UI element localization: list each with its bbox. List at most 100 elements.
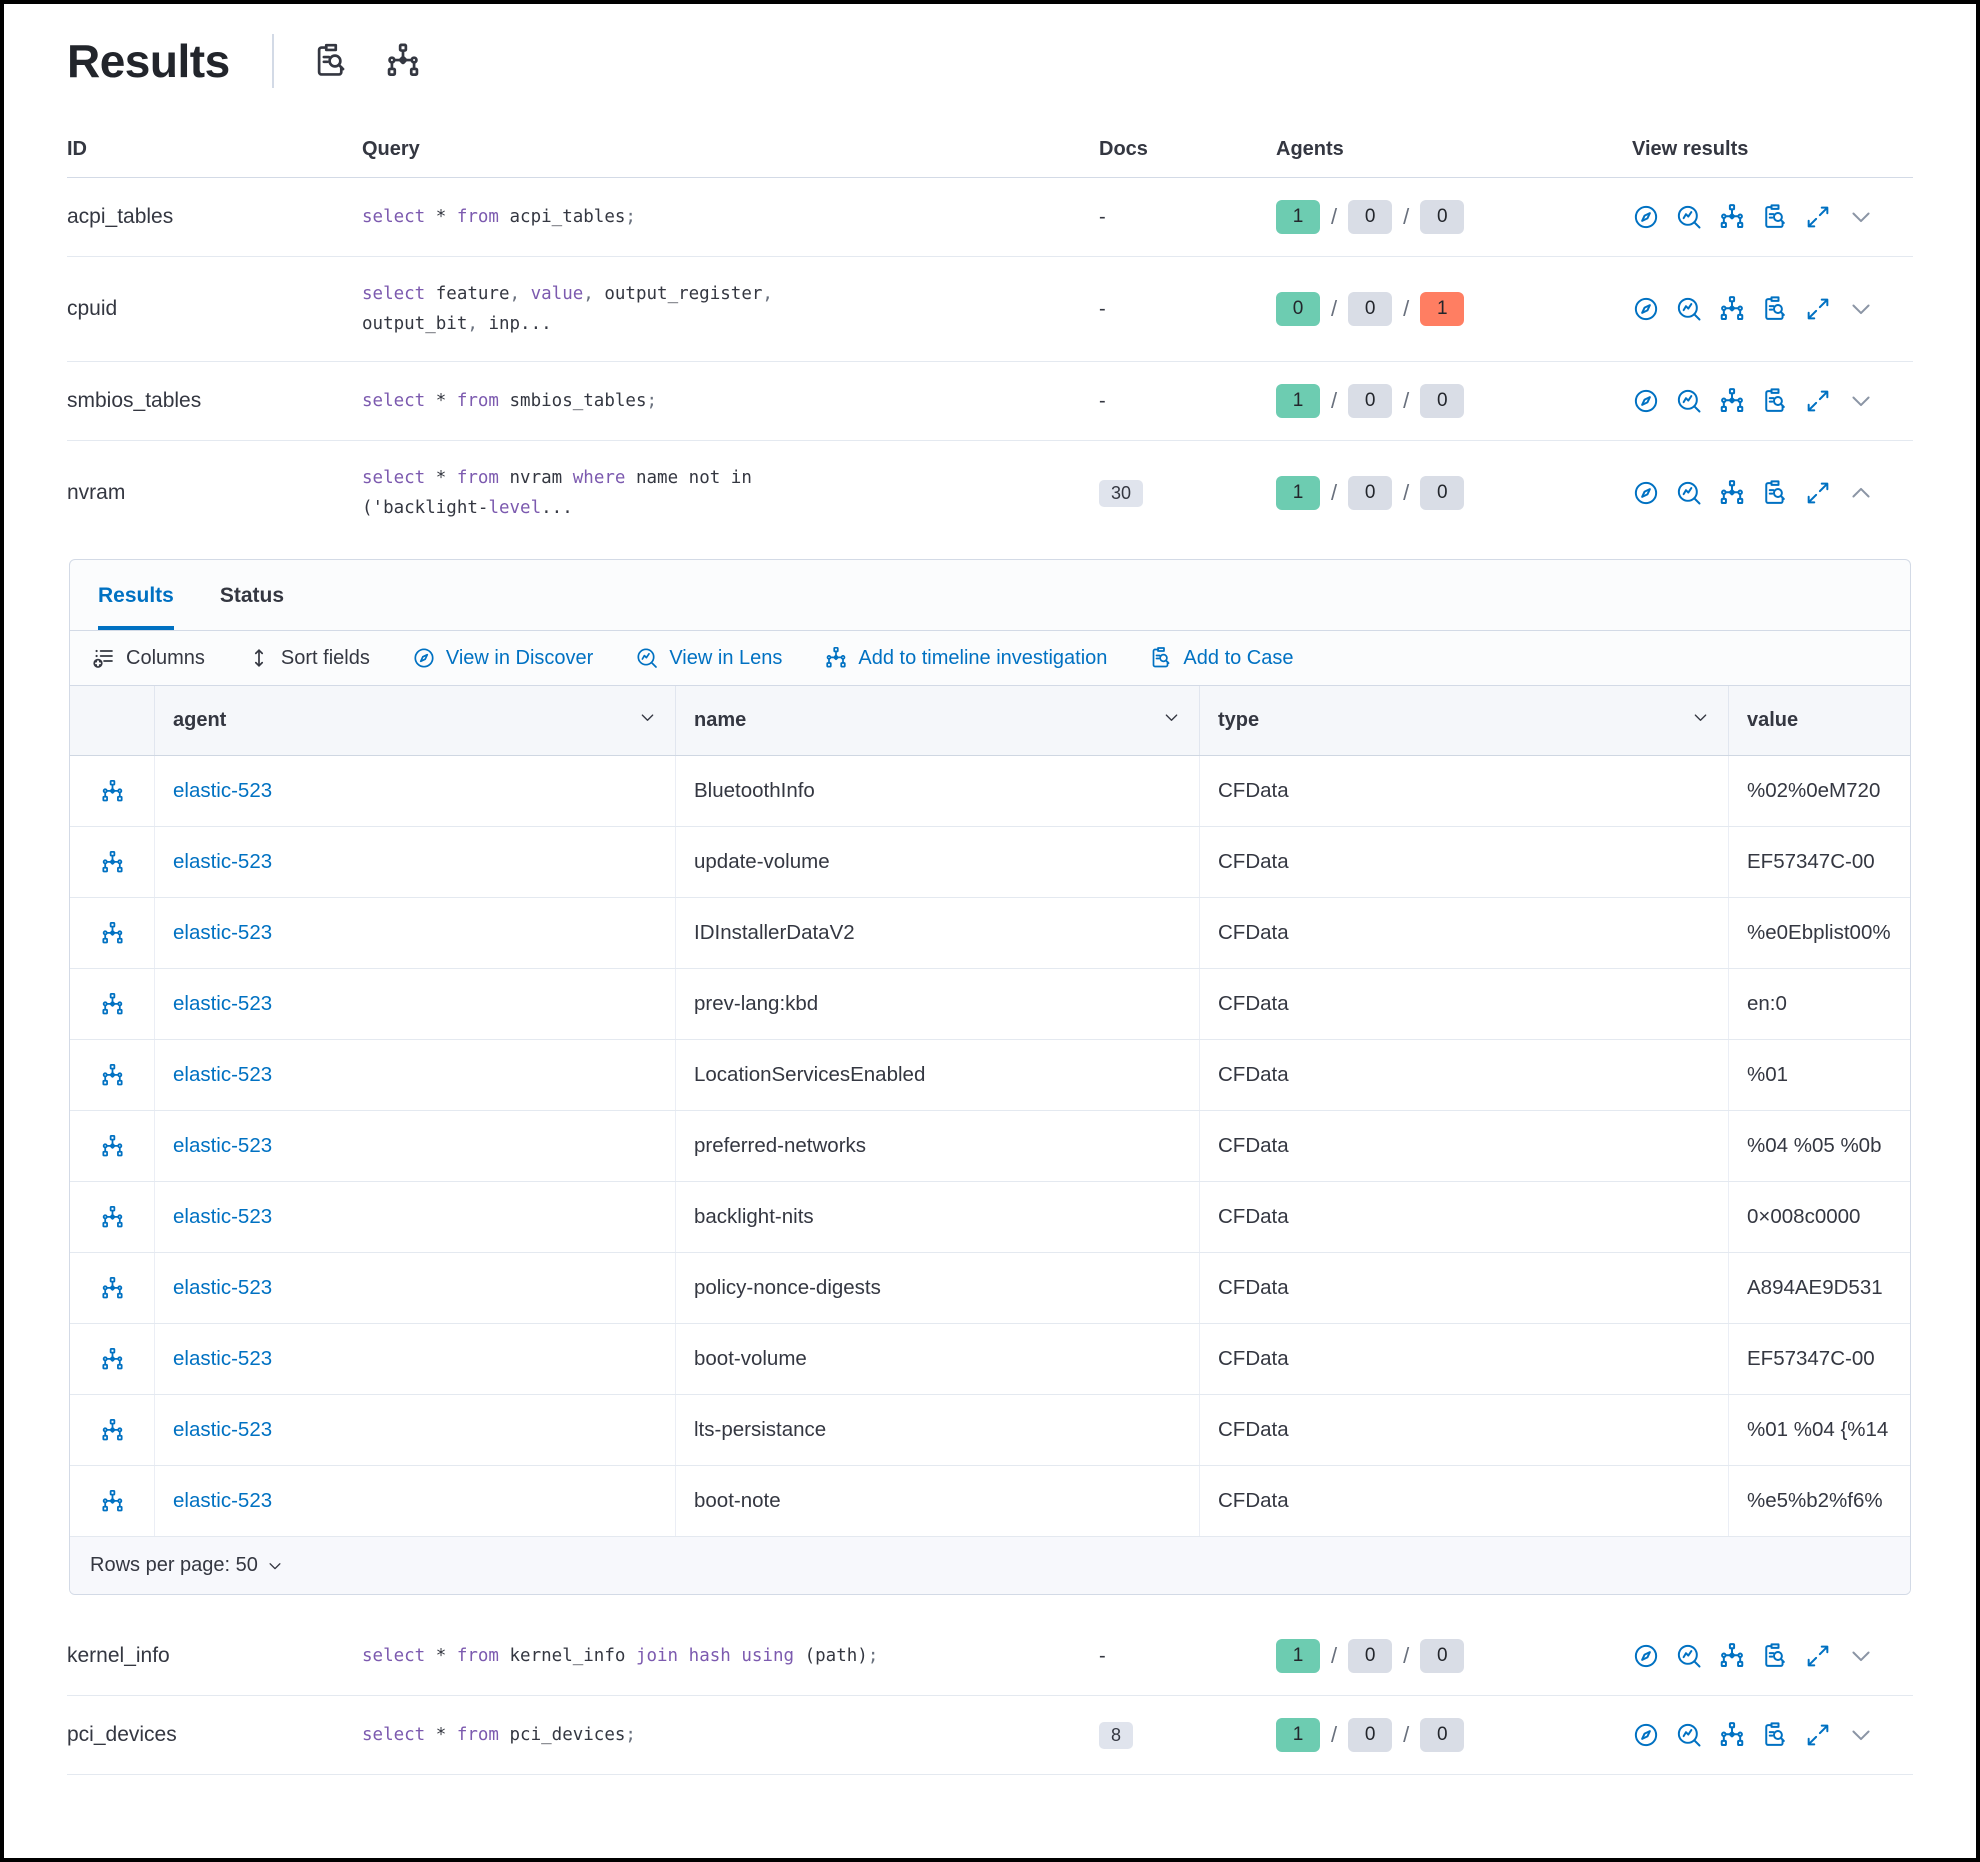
query-id: smbios_tables: [67, 389, 202, 412]
view-in-lens-icon[interactable]: [1675, 1721, 1703, 1749]
view-in-discover-icon[interactable]: [1632, 387, 1660, 415]
grid-column-agent[interactable]: agent: [154, 686, 675, 755]
agent-link[interactable]: elastic-523: [154, 1111, 675, 1181]
timeline-icon[interactable]: [100, 850, 125, 875]
grid-column-type[interactable]: type: [1199, 686, 1728, 755]
view-in-discover-icon[interactable]: [1632, 1721, 1660, 1749]
agent-link[interactable]: elastic-523: [154, 969, 675, 1039]
timeline-icon[interactable]: [100, 1347, 125, 1372]
timeline-icon[interactable]: [100, 1418, 125, 1443]
view-in-lens-button[interactable]: View in Lens: [635, 646, 782, 670]
type-cell: CFData: [1199, 1182, 1728, 1252]
agent-link[interactable]: elastic-523: [154, 1324, 675, 1394]
agent-link[interactable]: elastic-523: [154, 1253, 675, 1323]
add-to-timeline-icon[interactable]: [1718, 479, 1746, 507]
add-to-case-icon[interactable]: [1761, 479, 1789, 507]
query-details-icon[interactable]: [312, 42, 350, 80]
expand-results-icon[interactable]: [1804, 387, 1832, 415]
add-to-timeline-icon[interactable]: [1718, 1642, 1746, 1670]
agent-link[interactable]: elastic-523: [154, 827, 675, 897]
agents-separator: /: [1331, 1643, 1338, 1668]
view-in-lens-icon[interactable]: [1675, 479, 1703, 507]
view-in-lens-icon[interactable]: [1675, 203, 1703, 231]
expand-results-icon[interactable]: [1804, 203, 1832, 231]
grid-header: agent name type value: [70, 685, 1910, 756]
grid-column-value[interactable]: value: [1728, 686, 1910, 755]
add-to-timeline-button[interactable]: Add to timeline investigation: [824, 646, 1107, 670]
docs-count: 8: [1099, 1721, 1276, 1749]
timeline-icon[interactable]: [100, 1489, 125, 1514]
tab-results[interactable]: Results: [98, 584, 174, 630]
timeline-icon[interactable]: [100, 1205, 125, 1230]
timeline-icon[interactable]: [100, 1276, 125, 1301]
agents-separator: /: [1403, 388, 1410, 413]
agent-count-badge-green: 1: [1276, 1639, 1320, 1673]
timeline-icon[interactable]: [100, 992, 125, 1017]
expand-row-icon[interactable]: [1847, 387, 1875, 415]
chevron-down-icon[interactable]: [1691, 708, 1710, 733]
timeline-icon[interactable]: [100, 921, 125, 946]
add-to-timeline-icon[interactable]: [1718, 203, 1746, 231]
add-to-timeline-icon[interactable]: [1718, 1721, 1746, 1749]
discover-icon: [412, 646, 436, 670]
name-cell: prev-lang:kbd: [675, 969, 1199, 1039]
expand-results-icon[interactable]: [1804, 1721, 1832, 1749]
add-to-timeline-icon[interactable]: [1718, 387, 1746, 415]
value-cell: %02%0eM720: [1728, 756, 1910, 826]
query-id: pci_devices: [67, 1723, 177, 1746]
rows-per-page-control[interactable]: Rows per page: 50: [90, 1554, 284, 1577]
timeline-icon[interactable]: [100, 1063, 125, 1088]
add-to-case-icon[interactable]: [1761, 387, 1789, 415]
value-cell: EF57347C-00: [1728, 827, 1910, 897]
view-in-lens-icon[interactable]: [1675, 387, 1703, 415]
chevron-down-icon[interactable]: [638, 708, 657, 733]
agents-separator: /: [1403, 296, 1410, 321]
agents-status: 1 / 0 / 0: [1276, 1718, 1632, 1752]
agent-link[interactable]: elastic-523: [154, 1466, 675, 1536]
value-cell: %e5%b2%f6%: [1728, 1466, 1910, 1536]
view-in-discover-icon[interactable]: [1632, 479, 1660, 507]
value-cell: %01: [1728, 1040, 1910, 1110]
expand-results-icon[interactable]: [1804, 295, 1832, 323]
query-row-cpuid: cpuid select feature, value, output_regis…: [67, 257, 1913, 362]
agent-link[interactable]: elastic-523: [154, 1040, 675, 1110]
expand-row-icon[interactable]: [1847, 1642, 1875, 1670]
expand-results-icon[interactable]: [1804, 1642, 1832, 1670]
sort-fields-button[interactable]: Sort fields: [247, 646, 370, 670]
agent-link[interactable]: elastic-523: [154, 898, 675, 968]
results-panel: Results Status Columns Sort fields View …: [69, 559, 1911, 1595]
expand-results-icon[interactable]: [1804, 479, 1832, 507]
query-sql: select * from nvram where name not in ('b…: [362, 468, 752, 518]
tab-status[interactable]: Status: [219, 584, 285, 607]
add-to-case-icon[interactable]: [1761, 203, 1789, 231]
docs-count: -: [1099, 1644, 1106, 1667]
expand-row-icon[interactable]: [1847, 295, 1875, 323]
view-in-lens-icon[interactable]: [1675, 1642, 1703, 1670]
expand-row-icon[interactable]: [1847, 1721, 1875, 1749]
collapse-row-icon[interactable]: [1847, 479, 1875, 507]
view-in-discover-icon[interactable]: [1632, 295, 1660, 323]
query-row-smbios_tables: smbios_tables select * from smbios_tables…: [67, 362, 1913, 441]
timeline-icon[interactable]: [100, 1134, 125, 1159]
timeline-icon[interactable]: [100, 779, 125, 804]
expand-row-icon[interactable]: [1847, 203, 1875, 231]
agent-link[interactable]: elastic-523: [154, 1395, 675, 1465]
add-to-case-icon[interactable]: [1761, 295, 1789, 323]
add-to-case-button[interactable]: Add to Case: [1149, 646, 1294, 670]
view-in-lens-icon[interactable]: [1675, 295, 1703, 323]
columns-button[interactable]: Columns: [92, 646, 205, 670]
view-in-discover-button[interactable]: View in Discover: [412, 646, 593, 670]
view-in-discover-icon[interactable]: [1632, 203, 1660, 231]
timeline-icon[interactable]: [384, 42, 422, 80]
grid-column-name[interactable]: name: [675, 686, 1199, 755]
type-cell: CFData: [1199, 969, 1728, 1039]
agent-link[interactable]: elastic-523: [154, 1182, 675, 1252]
add-to-timeline-icon[interactable]: [1718, 295, 1746, 323]
chevron-down-icon[interactable]: [1162, 708, 1181, 733]
agent-count-badge-gray: 0: [1348, 292, 1393, 326]
agent-link[interactable]: elastic-523: [154, 756, 675, 826]
add-to-case-icon[interactable]: [1761, 1721, 1789, 1749]
view-in-discover-icon[interactable]: [1632, 1642, 1660, 1670]
add-to-case-icon[interactable]: [1761, 1642, 1789, 1670]
